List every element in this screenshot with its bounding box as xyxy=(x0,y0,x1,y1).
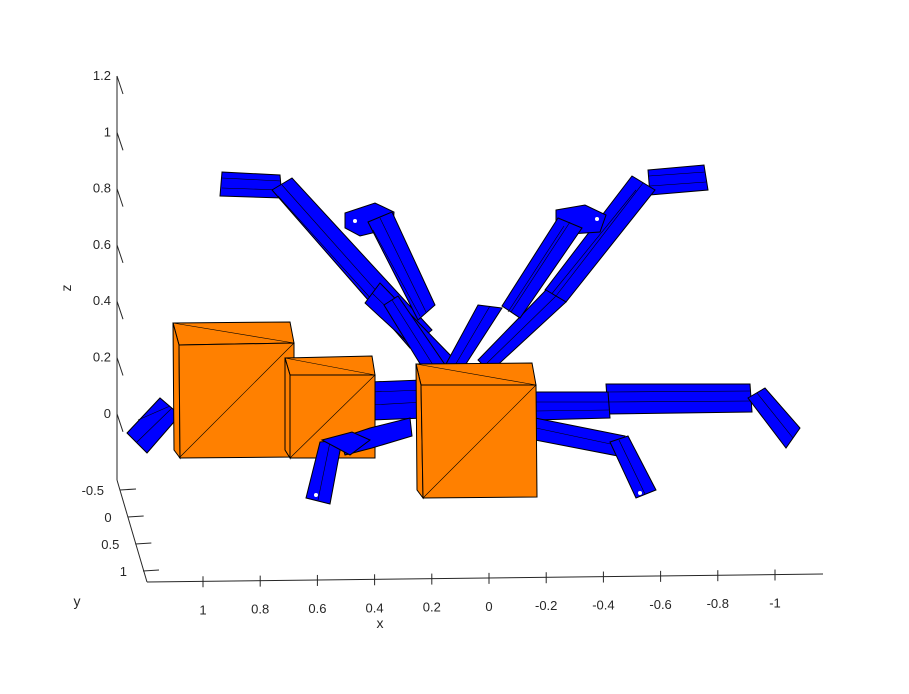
tick-label: 0 xyxy=(104,406,111,421)
tick-label: -0.4 xyxy=(592,598,614,613)
box-face-top xyxy=(172,321,295,346)
x-ticks: 1 0.8 0.6 0.4 0.2 0 -0.2 -0.4 -0.6 -0.8 -1 xyxy=(199,569,781,617)
tick-label: 1 xyxy=(199,602,206,617)
limb-segment xyxy=(534,391,611,421)
tick-label: 0.5 xyxy=(101,537,119,552)
joint-marker xyxy=(353,219,357,223)
box-face-side xyxy=(284,357,291,460)
arm-left-low xyxy=(126,397,181,454)
tick-label: 0.4 xyxy=(93,293,111,308)
y-axis-line xyxy=(116,479,148,583)
tick-mark xyxy=(116,132,124,151)
tick-label: -0.8 xyxy=(707,596,729,611)
x-axis-line xyxy=(146,573,824,583)
tick-mark xyxy=(116,413,124,432)
tick-label: 0.2 xyxy=(93,350,111,365)
arm-back-left-inner xyxy=(344,202,451,381)
limb-segment xyxy=(501,217,583,319)
tick-label: 0.6 xyxy=(93,237,111,252)
limb-segment xyxy=(605,383,753,415)
tick-label: 0.4 xyxy=(366,600,384,615)
tick-label: 0.2 xyxy=(423,600,441,615)
joint-marker xyxy=(314,493,318,497)
tick-mark xyxy=(127,515,144,518)
box-right xyxy=(415,362,538,500)
y-ticks: -0.50 0.51 xyxy=(82,483,160,579)
limb-segment xyxy=(609,435,657,499)
tick-label: 0.8 xyxy=(251,602,269,617)
scene-objects xyxy=(126,164,801,505)
tick-mark xyxy=(116,188,124,207)
joint-marker xyxy=(638,491,642,495)
arm-front-middle xyxy=(305,417,413,505)
tick-label: 0.8 xyxy=(93,181,111,196)
arm-back-right xyxy=(477,164,709,373)
tick-label: 0 xyxy=(485,599,492,614)
box-left xyxy=(172,321,295,460)
axes: 1.210.80.60.40.20 -0.500.51 1 0.8 0.6 0.4 0.… xyxy=(58,68,824,631)
box-face-front xyxy=(420,384,538,499)
limb-segment xyxy=(534,417,626,457)
tick-mark xyxy=(142,569,160,572)
tick-mark xyxy=(116,244,124,264)
z-axis-title: z xyxy=(58,285,74,292)
limb-segment xyxy=(320,431,371,456)
tick-mark xyxy=(135,542,152,545)
tick-mark xyxy=(119,488,137,491)
tick-label: -0.5 xyxy=(82,483,104,498)
tick-mark xyxy=(116,301,124,320)
tick-label: 1.2 xyxy=(93,68,111,83)
tick-label: 0.6 xyxy=(308,601,326,616)
limb-segment xyxy=(219,171,283,199)
y-axis-title: y xyxy=(74,593,81,609)
arm-back-right-inner xyxy=(445,204,607,371)
arm-right-low xyxy=(534,417,657,499)
limb-segment xyxy=(126,397,181,454)
joint-marker xyxy=(595,217,599,221)
x-axis-title: x xyxy=(377,615,384,631)
limb-segment xyxy=(747,387,801,449)
z-ticks: 1.2 1 0.8 0.6 0.4 0.2 0 xyxy=(93,68,124,432)
tick-label: -1 xyxy=(769,596,781,611)
tick-mark xyxy=(116,357,124,376)
arm-right-long xyxy=(534,383,801,449)
arm-middle xyxy=(369,379,426,421)
tick-label: -0.2 xyxy=(535,598,557,613)
tick-label: 0 xyxy=(104,510,111,525)
limb-segment xyxy=(647,164,709,196)
tick-label: -0.6 xyxy=(649,597,671,612)
limb-segment xyxy=(367,211,436,321)
tick-label: 1 xyxy=(104,124,111,139)
tick-label: 1 xyxy=(120,564,127,579)
tick-mark xyxy=(116,75,124,95)
